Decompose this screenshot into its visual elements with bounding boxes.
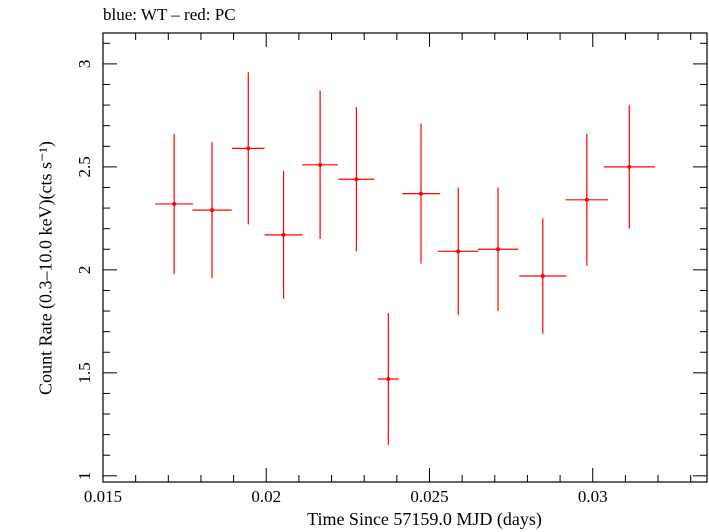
data-series <box>155 72 655 445</box>
point-marker <box>172 201 177 206</box>
point-marker <box>318 162 323 167</box>
point-marker <box>540 274 545 279</box>
axis-ticks: 0.015 0.02 0.025 0.03 1 1.5 2 2.5 3 <box>75 33 707 506</box>
point-marker <box>456 249 461 254</box>
x-tick-label: 0.03 <box>578 487 608 506</box>
data-point <box>264 170 303 299</box>
data-point <box>377 313 399 445</box>
point-marker <box>246 146 251 151</box>
data-point <box>477 187 519 312</box>
y-axis-label: Count Rate (0.3–10.0 keV)(cts s⁻¹) <box>35 141 56 395</box>
y-tick-label: 1 <box>75 472 94 481</box>
data-point <box>155 133 194 274</box>
data-point <box>231 72 265 225</box>
data-point <box>603 105 655 229</box>
data-point <box>519 218 567 334</box>
y-tick-label: 2 <box>75 266 94 275</box>
point-marker <box>418 191 423 196</box>
point-marker <box>496 247 501 252</box>
point-marker <box>281 232 286 237</box>
y-tick-label: 1.5 <box>75 362 94 383</box>
x-tick-label: 0.015 <box>84 487 122 506</box>
y-tick-label: 2.5 <box>75 156 94 177</box>
x-tick-label: 0.025 <box>410 487 448 506</box>
point-marker <box>354 177 359 182</box>
plot-frame <box>102 32 708 483</box>
chart-title: blue: WT – red: PC <box>103 5 236 24</box>
point-marker <box>584 197 589 202</box>
x-tick-label: 0.02 <box>251 487 281 506</box>
point-marker <box>386 377 391 382</box>
point-marker <box>627 164 632 169</box>
data-point <box>437 187 479 316</box>
data-point <box>565 133 609 266</box>
y-tick-label: 3 <box>75 60 94 69</box>
data-point <box>402 123 440 264</box>
point-marker <box>210 208 215 213</box>
data-point <box>302 90 339 239</box>
data-point <box>338 107 375 252</box>
data-point <box>192 142 232 279</box>
x-axis-label: Time Since 57159.0 MJD (days) <box>307 509 542 529</box>
